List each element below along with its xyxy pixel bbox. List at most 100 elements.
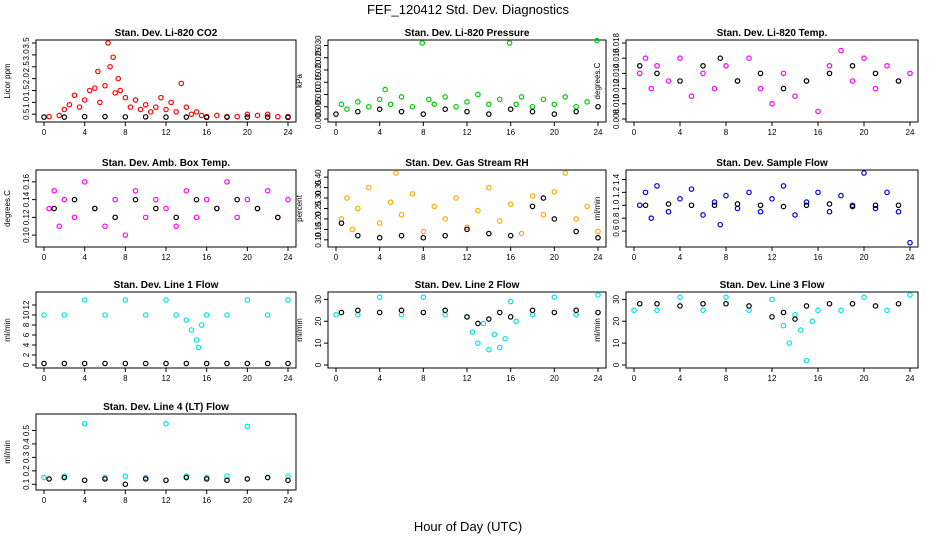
- x-tick-label: 24: [284, 496, 293, 505]
- data-point: [895, 208, 902, 215]
- data-point: [71, 196, 78, 203]
- data-point: [333, 311, 339, 318]
- data-point: [895, 300, 902, 307]
- data-point: [895, 202, 902, 209]
- x-tick-label: 16: [506, 128, 515, 137]
- data-point: [81, 113, 88, 120]
- data-point: [122, 473, 129, 480]
- data-point: [803, 199, 810, 205]
- data-point: [797, 327, 804, 333]
- data-point: [264, 114, 271, 120]
- data-point: [355, 307, 361, 314]
- x-tick-label: 12: [463, 253, 472, 262]
- plot-frame: [625, 169, 919, 248]
- data-point: [275, 113, 281, 120]
- y-tick-label: 0.2: [22, 465, 31, 477]
- data-point: [442, 94, 448, 100]
- data-point: [41, 312, 47, 318]
- data-point: [102, 360, 108, 367]
- x-tick-label: 4: [678, 253, 683, 262]
- y-tick-label: 3.5: [22, 37, 31, 49]
- data-point: [642, 55, 649, 62]
- data-point: [203, 360, 210, 367]
- figure-xlabel: Hour of Day (UTC): [414, 519, 522, 534]
- data-point: [496, 309, 503, 316]
- panel-title: Stan. Dev. Amb. Box Temp.: [102, 158, 230, 169]
- panel-title: Stan. Dev. Li-820 Pressure: [405, 28, 530, 39]
- x-tick-label: 8: [123, 253, 128, 262]
- data-point: [723, 63, 729, 69]
- data-point: [529, 103, 536, 110]
- data-point: [884, 307, 890, 314]
- data-point: [122, 360, 129, 367]
- data-point: [815, 307, 821, 314]
- x-tick-label: 24: [906, 374, 915, 383]
- data-point: [507, 232, 514, 239]
- data-point: [420, 294, 427, 300]
- chart-panel: Stan. Dev. Li-820 Temp. degrees.C 0 4 8 12 16 2…: [593, 28, 919, 137]
- data-point: [127, 104, 134, 110]
- y-tick-label: 0.030: [314, 35, 323, 56]
- x-tick-label: 4: [678, 374, 683, 383]
- data-point: [193, 109, 200, 115]
- data-point: [769, 296, 775, 303]
- data-point: [285, 297, 291, 303]
- data-point: [425, 96, 432, 103]
- x-tick-label: 16: [814, 253, 823, 262]
- panel-title: Stan. Dev. Sample Flow: [716, 158, 828, 169]
- plot-frame: [35, 291, 297, 369]
- data-point: [158, 94, 164, 101]
- data-point: [193, 214, 200, 221]
- data-point: [734, 201, 741, 207]
- data-point: [826, 201, 833, 207]
- plot-frame: [625, 39, 919, 123]
- data-point: [464, 226, 470, 233]
- data-point: [442, 311, 448, 318]
- data-point: [188, 111, 195, 118]
- y-tick-label: 30: [612, 294, 621, 303]
- data-point: [442, 106, 448, 112]
- x-tick-label: 12: [768, 374, 777, 383]
- data-point: [849, 300, 856, 307]
- data-point: [480, 320, 487, 327]
- panel-title: Stan. Dev. Li-820 CO2: [115, 28, 218, 39]
- data-point: [723, 300, 729, 307]
- data-point: [780, 309, 787, 316]
- x-tick-label: 12: [162, 374, 171, 383]
- data-point: [398, 94, 405, 100]
- x-tick-label: 20: [860, 128, 869, 137]
- data-point: [56, 223, 63, 230]
- data-point: [132, 196, 139, 203]
- data-point: [163, 114, 169, 120]
- x-tick-label: 12: [463, 374, 472, 383]
- data-point: [838, 192, 844, 199]
- data-point: [826, 70, 833, 77]
- data-point: [173, 312, 179, 318]
- y-tick-label: 0.015: [314, 72, 323, 93]
- x-tick-label: 16: [202, 374, 211, 383]
- y-tick-label: 0.025: [314, 47, 323, 68]
- data-point: [183, 187, 190, 194]
- data-point: [398, 307, 405, 314]
- x-tick-label: 8: [421, 128, 426, 137]
- x-tick-label: 16: [506, 253, 515, 262]
- data-point: [254, 112, 261, 119]
- data-point: [244, 476, 251, 482]
- y-tick-label: 1.4: [612, 173, 621, 185]
- data-point: [803, 202, 810, 209]
- data-point: [907, 292, 913, 298]
- data-point: [654, 70, 660, 77]
- x-tick-label: 20: [243, 128, 252, 137]
- data-point: [203, 312, 210, 318]
- plot-frame: [327, 291, 607, 369]
- data-point: [636, 202, 643, 209]
- data-point: [81, 297, 88, 303]
- data-point: [648, 85, 655, 92]
- data-point: [838, 47, 844, 54]
- x-tick-label: 16: [202, 128, 211, 137]
- data-point: [224, 312, 230, 318]
- data-point: [122, 94, 129, 101]
- data-point: [826, 300, 833, 307]
- data-point: [71, 214, 78, 221]
- data-point: [61, 106, 68, 113]
